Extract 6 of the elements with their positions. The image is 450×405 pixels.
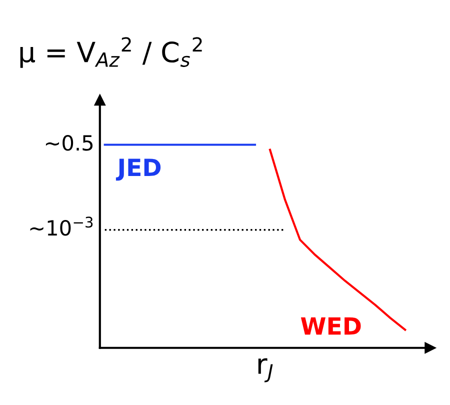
text: ~10$^{−3}$ — [30, 216, 93, 236]
x-axis-title: r$_{J}$ — [258, 358, 273, 382]
text: ~0.5 — [46, 135, 93, 151]
annotation: WED — [300, 317, 361, 335]
chart-title: μ = V$_{Az}$$^{2}$ / C$_{s}$$^{2}$ — [20, 37, 202, 68]
annotation: JED — [116, 158, 161, 181]
